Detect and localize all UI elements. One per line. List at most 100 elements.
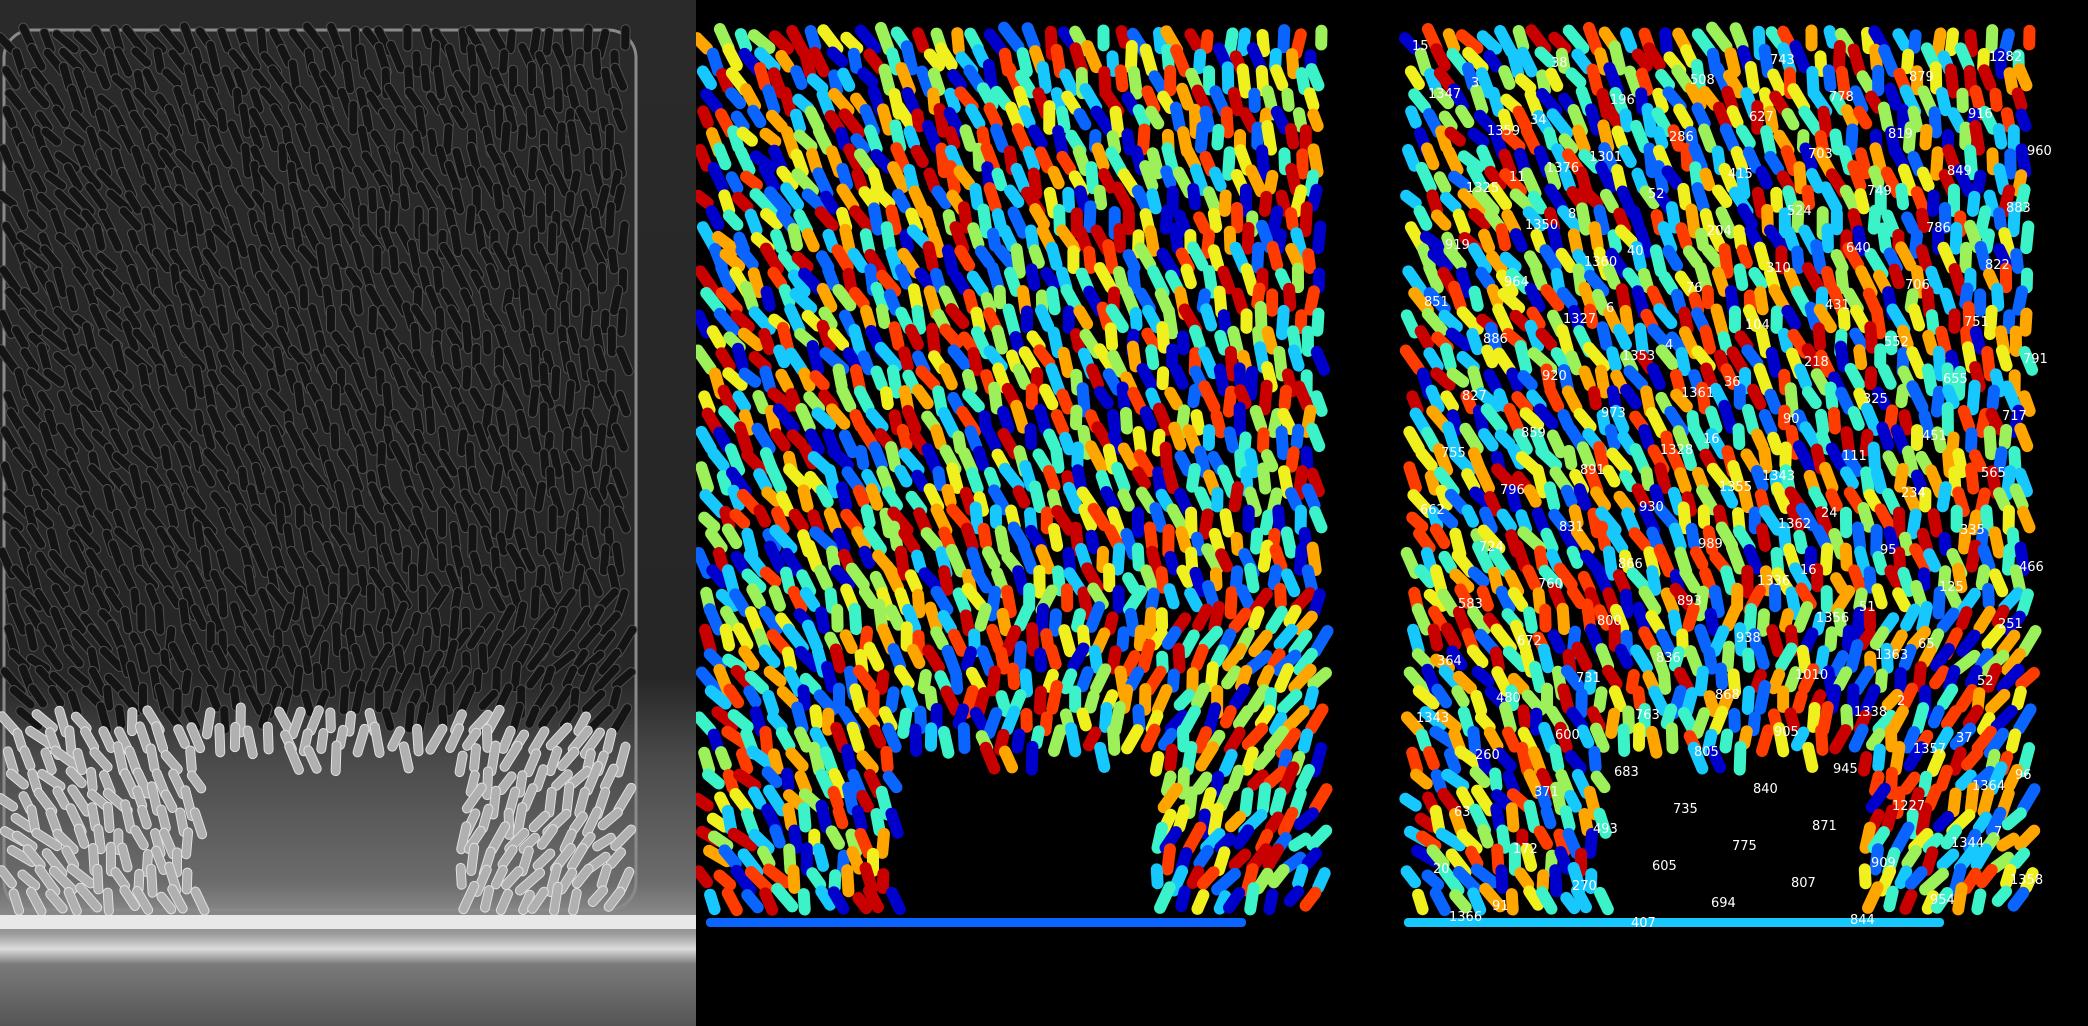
raw-cell (10, 564, 33, 589)
mask-cell (880, 745, 894, 774)
mask-cell (888, 321, 905, 351)
labeled-cell (1619, 384, 1642, 410)
cell-id-label: 552 (1884, 335, 1909, 350)
labeled-cell (1935, 86, 1952, 117)
mask-cell (895, 62, 916, 97)
labeled-cell (1952, 486, 1970, 518)
labeled-cell (1865, 782, 1891, 814)
mask-cell (836, 162, 854, 191)
mask-cell (1146, 147, 1165, 180)
mask-cell (885, 441, 902, 473)
labeled-cell (1790, 726, 1810, 752)
labeled-cell (1908, 303, 1926, 332)
cell-id-label: 1343 (1762, 469, 1795, 484)
raw-cell (344, 266, 364, 291)
raw-cell (419, 63, 432, 93)
labeled-cell (1540, 284, 1565, 312)
labeled-cell (2000, 863, 2017, 890)
labeled-cell (1449, 568, 1475, 594)
labeled-cell (1872, 386, 1891, 411)
raw-cell (331, 621, 343, 657)
mask-cell (747, 29, 776, 55)
raw-cell (106, 227, 124, 253)
mask-cell (804, 25, 822, 53)
raw-cell (544, 183, 555, 218)
mask-cell (1219, 705, 1237, 729)
raw-cell (36, 768, 66, 792)
labeled-cell (1656, 628, 1676, 657)
raw-cell (578, 662, 598, 694)
labeled-cell (1406, 746, 1424, 776)
cell-id-label: 805 (1694, 745, 1719, 760)
labeled-cell (1606, 346, 1622, 373)
labeled-cell (1638, 424, 1655, 451)
labeled-cell (1596, 321, 1613, 351)
labeled-cell (1742, 146, 1762, 174)
labeled-cell (1438, 864, 1465, 897)
mask-cell (1308, 588, 1326, 618)
mask-cell (851, 526, 872, 552)
labeled-cell (1965, 427, 1978, 454)
raw-cell (444, 405, 461, 432)
labeled-cell (1421, 869, 1445, 891)
labeled-cell (1936, 848, 1960, 871)
raw-cell (501, 866, 524, 891)
mask-cell (1168, 421, 1187, 452)
mask-cell (713, 307, 740, 337)
raw-cell (407, 562, 419, 593)
mask-cell (799, 47, 817, 80)
mask-cell (1259, 509, 1275, 536)
mask-cell (1305, 703, 1329, 735)
mask-cell (1035, 602, 1050, 637)
raw-cell (52, 306, 80, 336)
labeled-cell (1609, 87, 1629, 116)
raw-cell (51, 29, 80, 54)
mask-cell (1221, 665, 1242, 690)
mask-cell (767, 387, 795, 413)
mask-cell (716, 68, 734, 94)
mask-cell (771, 506, 790, 535)
mask-cell (962, 388, 985, 413)
cell-id-label: 20 (1433, 862, 1450, 877)
labeled-cell (1926, 748, 1946, 777)
mask-cell (1195, 741, 1219, 772)
labeled-cell (1856, 70, 1877, 95)
mask-cell (821, 660, 838, 694)
labeled-cell (1770, 305, 1783, 334)
cell-id-label: 822 (1985, 258, 2010, 273)
labeled-cell (1557, 205, 1583, 233)
mask-cell (1233, 705, 1254, 730)
labeled-cell (1438, 110, 1458, 133)
cell-id-label: 251 (1998, 617, 2023, 632)
cell-id-label: 930 (1639, 500, 1664, 515)
raw-cell (137, 804, 152, 830)
cell-id-label: 749 (1867, 184, 1892, 199)
mask-cell (1122, 207, 1135, 236)
mask-cell (1164, 743, 1178, 773)
mask-cell (1073, 304, 1094, 330)
mask-cell (838, 429, 859, 459)
raw-cell (580, 304, 593, 341)
labeled-cell (1426, 189, 1444, 217)
mask-cell (1083, 200, 1097, 233)
labeled-cell (1669, 582, 1695, 611)
raw-cell (89, 747, 113, 773)
labeled-cell (1648, 685, 1670, 716)
mask-cell (1033, 564, 1046, 599)
labeled-cell (1553, 562, 1578, 591)
mask-cell (1007, 206, 1029, 239)
mask-cell (882, 770, 903, 794)
labeled-cell (2017, 505, 2036, 534)
labeled-cell (1620, 27, 1638, 54)
mask-cell (1170, 44, 1191, 78)
mask-cell (727, 484, 745, 512)
mask-cell (699, 623, 717, 657)
raw-cell (172, 201, 188, 237)
labeled-cell (1935, 764, 1953, 792)
labeled-cell (1433, 87, 1455, 110)
labeled-cell (1549, 864, 1563, 898)
raw-cell (201, 707, 216, 740)
mask-cell (1217, 309, 1232, 335)
raw-cell (308, 184, 329, 209)
mask-cell (967, 222, 985, 251)
